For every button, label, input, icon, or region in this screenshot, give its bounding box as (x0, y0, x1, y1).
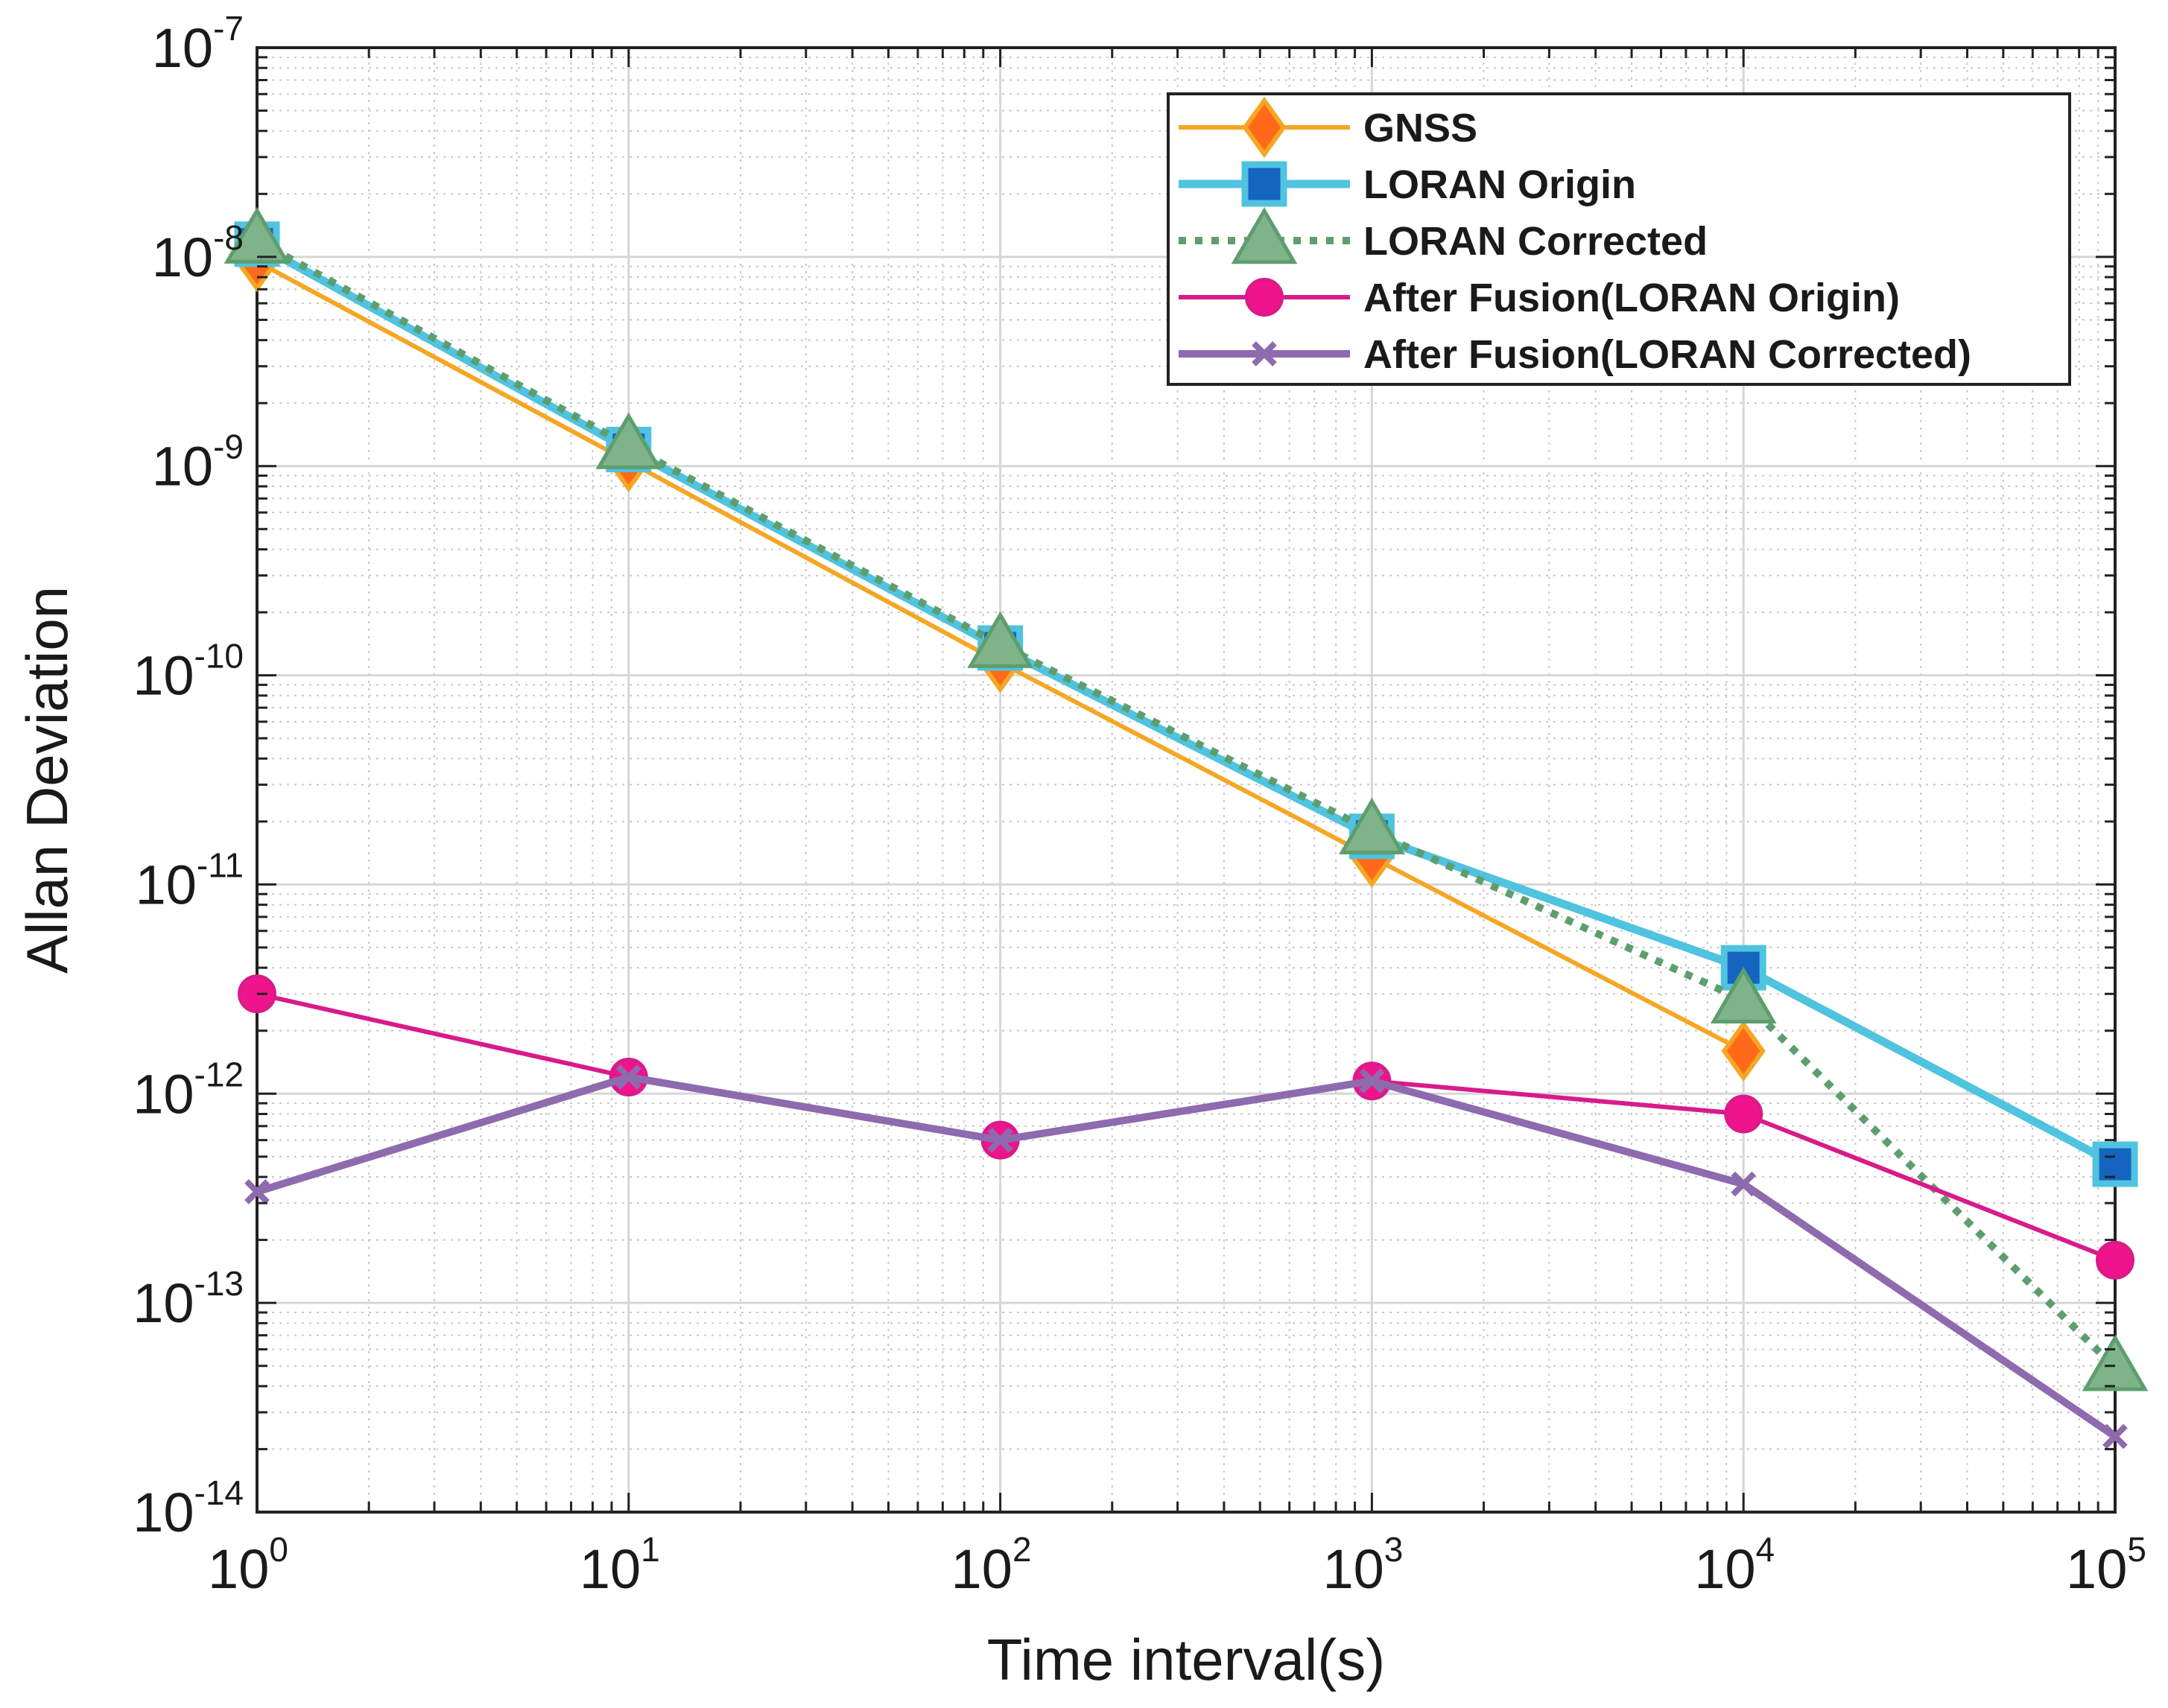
legend-entry: After Fusion(LORAN Corrected) (1179, 332, 1971, 377)
legend-marker (1252, 341, 1277, 366)
series-line (256, 1073, 2117, 1440)
legend: GNSS LORAN Origin LORAN Corrected After Fus… (1167, 92, 2071, 386)
legend-entry: After Fusion(LORAN Origin) (1179, 276, 1900, 320)
x-tick-label: 102 (951, 1530, 1032, 1600)
y-tick-exponent: -11 (197, 845, 244, 884)
x-tick-label: 100 (208, 1530, 288, 1600)
legend-entry: GNSS (1179, 96, 1477, 159)
data-point (2082, 1334, 2149, 1391)
legend-marker (1242, 96, 1287, 159)
x-tick-exponent: 3 (1384, 1530, 1404, 1569)
y-tick-exponent: -14 (194, 1473, 244, 1512)
y-tick-base: 10 (136, 854, 197, 915)
y-tick-base: 10 (133, 1272, 194, 1334)
legend-marker (1231, 207, 1298, 264)
series-loran-corrected (224, 206, 2149, 1391)
series-line (255, 237, 2118, 1371)
x-tick-label: 101 (580, 1530, 660, 1600)
x-tick-base: 10 (2066, 1538, 2127, 1600)
data-point (244, 1179, 270, 1204)
legend-entry: LORAN Corrected (1179, 207, 1708, 264)
x-tick-label: 103 (1322, 1530, 1403, 1600)
y-tick-exponent: -7 (213, 9, 244, 48)
legend-label: GNSS (1363, 106, 1477, 150)
x-tick-label: 104 (1694, 1530, 1775, 1600)
data-point (1339, 797, 1405, 855)
x-tick-base: 10 (951, 1538, 1012, 1600)
legend-marker (1245, 278, 1284, 317)
y-tick-label: 10-11 (136, 845, 244, 915)
x-tick-exponent: 4 (1756, 1530, 1775, 1569)
plot-area-frame (256, 46, 2117, 1514)
x-tick-label: 105 (2066, 1530, 2146, 1600)
legend-label: LORAN Corrected (1363, 219, 1708, 264)
y-tick-label: 10-10 (133, 637, 244, 707)
legend-label: LORAN Origin (1363, 162, 1636, 207)
y-tick-exponent: -13 (194, 1264, 244, 1303)
data-point (1731, 1171, 1757, 1197)
y-tick-base: 10 (152, 436, 213, 498)
data-point (595, 412, 662, 469)
legend-box (1167, 92, 2071, 386)
y-tick-label: 10-14 (133, 1473, 244, 1543)
x-tick-base: 10 (1694, 1538, 1755, 1600)
x-tick-base: 10 (580, 1538, 641, 1600)
x-tick-exponent: 5 (2127, 1530, 2146, 1569)
y-tick-base: 10 (133, 1063, 194, 1125)
axis-ticks: 100 101 102 103 104 10510-710-810-910-1010-11… (133, 9, 2146, 1600)
x-tick-base: 10 (1322, 1538, 1383, 1600)
legend-marker (1241, 161, 1287, 207)
y-tick-base: 10 (133, 645, 194, 707)
y-tick-label: 10-13 (133, 1264, 244, 1334)
series-line (255, 240, 2117, 1168)
x-tick-base: 10 (208, 1538, 269, 1600)
data-point (1710, 966, 1777, 1023)
x-tick-exponent: 1 (641, 1530, 660, 1569)
data-point (2102, 1423, 2128, 1450)
data-point (2092, 1141, 2138, 1187)
legend-label: After Fusion(LORAN Origin) (1363, 276, 1900, 320)
data-point (967, 611, 1033, 668)
y-tick-label: 10-9 (152, 428, 244, 498)
y-tick-exponent: -8 (213, 218, 244, 257)
y-tick-label: 10-7 (152, 9, 244, 79)
x-tick-exponent: 0 (269, 1530, 288, 1569)
data-point (224, 206, 291, 264)
y-tick-base: 10 (152, 226, 213, 288)
y-tick-exponent: -9 (213, 428, 244, 466)
y-tick-exponent: -12 (194, 1055, 244, 1093)
y-tick-label: 10-8 (152, 218, 244, 288)
x-axis-title: Time interval(s) (987, 1627, 1386, 1692)
data-point (1359, 1068, 1385, 1094)
data-point (2096, 1240, 2134, 1280)
y-tick-base: 10 (133, 1482, 194, 1543)
data-point (987, 1127, 1013, 1153)
legend-entry: LORAN Origin (1179, 161, 1636, 207)
series-after-fusion-loran-corrected (244, 1064, 2128, 1450)
y-tick-exponent: -10 (194, 637, 244, 676)
data-point (615, 1064, 641, 1090)
data-point (1724, 1094, 1763, 1134)
legend-label: After Fusion(LORAN Corrected) (1363, 332, 1971, 377)
y-tick-label: 10-12 (133, 1055, 244, 1125)
y-tick-base: 10 (152, 17, 213, 79)
x-tick-exponent: 2 (1012, 1530, 1032, 1569)
y-axis-title: Allan Deviation (14, 586, 80, 974)
data-point (1721, 1020, 1766, 1082)
data-series (224, 206, 2149, 1450)
